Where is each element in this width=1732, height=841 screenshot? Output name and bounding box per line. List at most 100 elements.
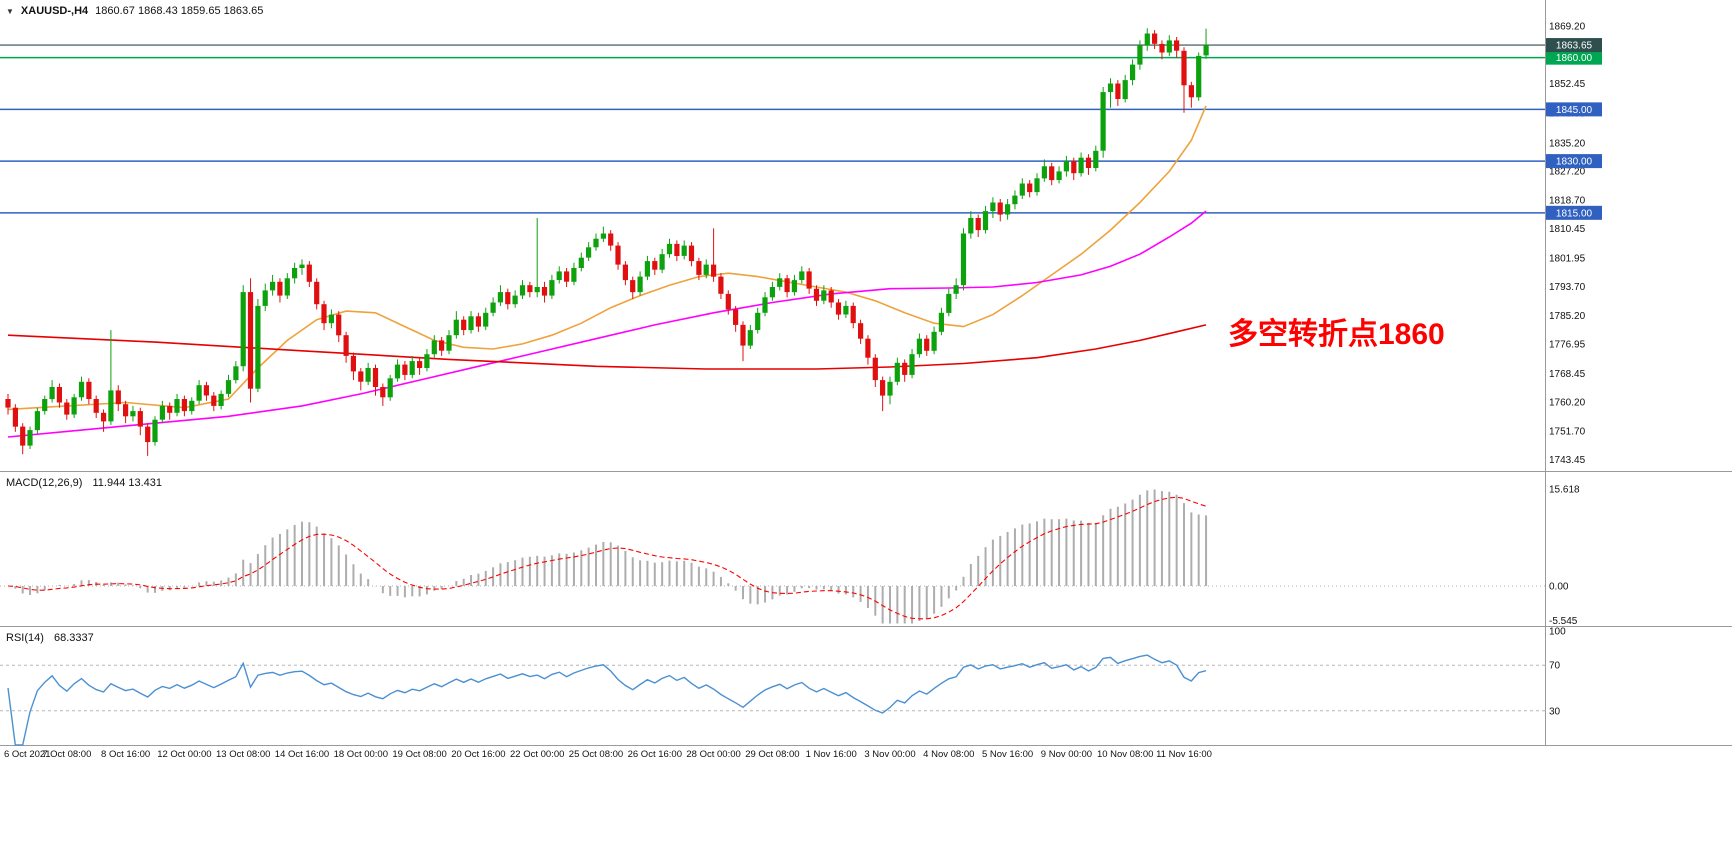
candle-body-down	[828, 290, 834, 303]
candle-body-down	[358, 371, 364, 382]
candle-body-up	[431, 340, 437, 355]
candle-body-up	[799, 271, 805, 280]
candle-body-up	[225, 380, 232, 394]
candle-body-up	[762, 297, 768, 313]
candle-body-down	[123, 404, 129, 417]
ohlc-values-label: 1860.67 1868.43 1859.65 1863.65	[95, 5, 264, 17]
time-axis-label: 25 Oct 08:00	[569, 749, 623, 760]
candle-body-up	[1122, 80, 1128, 100]
candle-body-up	[292, 268, 298, 279]
rsi-value: 68.3337	[53, 632, 94, 644]
annotation-text[interactable]: 多空转折点1860	[1228, 318, 1445, 351]
candle-body-down	[1152, 33, 1158, 44]
candle-body-up	[960, 233, 967, 286]
candle-body-down	[850, 305, 856, 324]
price-axis-label: 1776.95	[1549, 340, 1586, 351]
candle-body-up	[1012, 195, 1018, 205]
current-price-tag-label: 1863.65	[1556, 41, 1593, 52]
candle-body-up	[894, 362, 900, 382]
candle-body-down	[461, 319, 467, 330]
time-axis-label: 7 Oct 08:00	[42, 749, 91, 760]
current-price-tag	[1546, 38, 1602, 53]
price-axis-label: 1793.70	[1549, 282, 1586, 293]
hline-1830.00-price-tag	[1546, 154, 1602, 169]
candle-body-down	[203, 385, 209, 396]
candle-body-up	[938, 312, 944, 332]
candle-body-up	[600, 233, 606, 239]
candle-body-down	[711, 264, 717, 277]
candle-body-up	[843, 305, 849, 315]
candle-body-up	[152, 419, 158, 443]
candle-body-up	[270, 281, 276, 291]
candle-body-up	[394, 364, 401, 379]
candle-body-up	[255, 305, 261, 389]
time-axis-label: 6 Oct 2021	[4, 749, 50, 760]
price-axis-label: 1827.20	[1549, 166, 1586, 177]
candle-body-up	[953, 285, 959, 294]
candle-body-up	[240, 292, 246, 367]
candle-body-up	[1034, 178, 1040, 193]
candle-body-up	[1041, 166, 1047, 179]
macd-axis-label: 15.618	[1549, 485, 1580, 496]
chart-dropdown-icon[interactable]: ▼	[6, 6, 14, 16]
candle-body-up	[387, 378, 393, 398]
candle-body-down	[277, 281, 283, 296]
candle-body-down	[306, 264, 312, 282]
candle-body-down	[167, 405, 173, 413]
candle-body-up	[108, 390, 114, 422]
price-axis-label: 1751.70	[1549, 427, 1586, 438]
candle-body-down	[380, 387, 386, 398]
candle-body-down	[211, 395, 217, 406]
ma-line-slow	[7, 324, 1207, 370]
candle-body-down	[902, 362, 908, 375]
candle-body-down	[1188, 85, 1194, 98]
candle-body-up	[130, 411, 136, 417]
hline-1845.00-price-tag	[1546, 102, 1602, 117]
candle-body-down	[806, 271, 812, 289]
candle-body-up	[34, 411, 40, 431]
time-axis-label: 9 Nov 00:00	[1041, 749, 1092, 760]
candle-body-up	[1063, 161, 1069, 172]
candle-body-down	[564, 271, 570, 282]
time-axis-label: 5 Nov 16:00	[982, 749, 1033, 760]
candle-body-down	[343, 335, 349, 356]
candle-body-up	[159, 405, 165, 420]
candle-body-up	[424, 354, 430, 368]
hline-1860.00-price-tag-label: 1860.00	[1556, 53, 1593, 64]
candle-body-down	[64, 402, 70, 415]
time-axis-label: 22 Oct 00:00	[510, 749, 564, 760]
candle-body-down	[350, 355, 356, 372]
candle-body-down	[1115, 83, 1121, 99]
time-axis-label: 29 Oct 08:00	[745, 749, 799, 760]
candle-body-down	[997, 202, 1003, 215]
candle-body-up	[446, 335, 452, 351]
candle-body-up	[262, 290, 268, 306]
ma-line-medium	[7, 210, 1207, 438]
candle-body-up	[916, 338, 922, 355]
candle-body-up	[1100, 92, 1106, 151]
candle-body-down	[924, 338, 930, 351]
candle-body-down	[5, 399, 11, 408]
candle-body-up	[409, 361, 415, 375]
price-axis-label: 1785.20	[1549, 311, 1586, 322]
hline-1845.00-price-tag-label: 1845.00	[1556, 105, 1593, 116]
candle-body-down	[527, 285, 533, 293]
candle-body-up	[769, 287, 775, 298]
time-axis-label: 10 Nov 08:00	[1097, 749, 1154, 760]
candle-body-down	[475, 316, 481, 327]
time-axis-label: 20 Oct 16:00	[451, 749, 505, 760]
candle-body-up	[946, 293, 952, 313]
candle-body-down	[247, 292, 254, 389]
candle-body-down	[137, 411, 143, 427]
candle-body-down	[1027, 183, 1033, 193]
candle-body-down	[865, 338, 871, 358]
candle-body-up	[1166, 40, 1172, 53]
candle-body-down	[439, 340, 445, 351]
candle-body-up	[299, 264, 305, 268]
macd-values: 11.944 13.431	[92, 477, 163, 489]
ma-line-fast	[7, 105, 1207, 411]
price-axis-label: 1801.95	[1549, 253, 1586, 264]
candle-body-down	[858, 323, 864, 339]
candle-body-down	[688, 245, 695, 262]
